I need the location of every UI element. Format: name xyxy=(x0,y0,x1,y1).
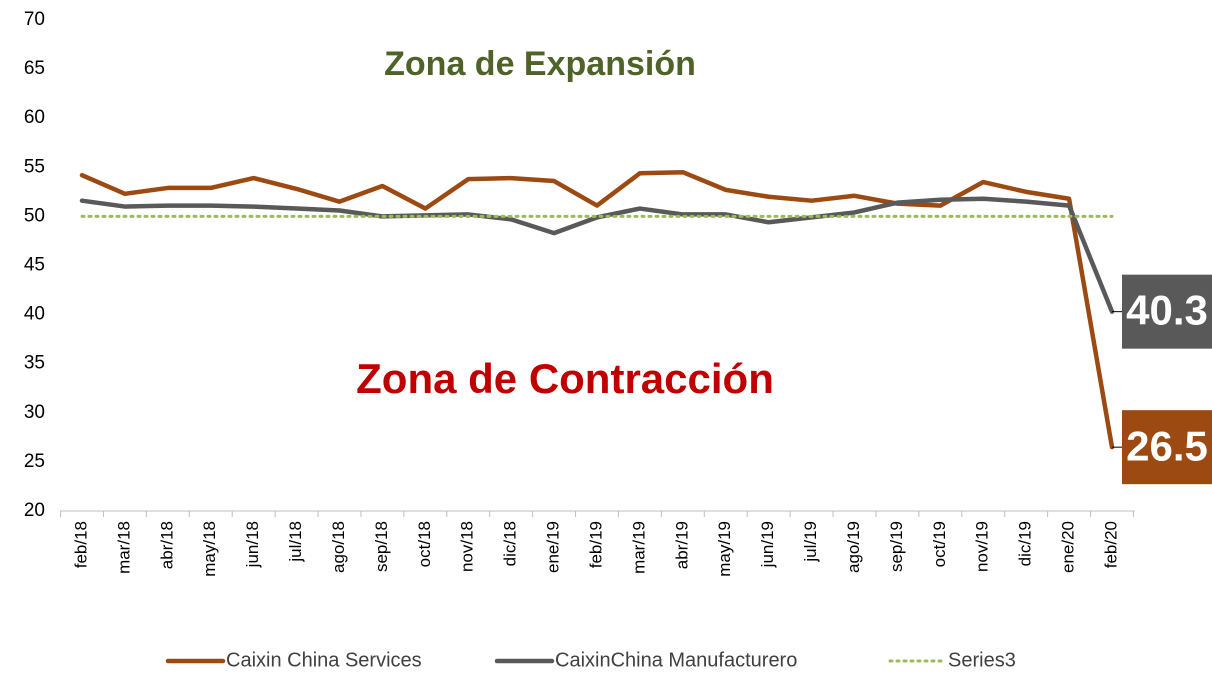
y-tick-label: 60 xyxy=(24,107,45,128)
x-tick-label: nov/19 xyxy=(973,521,992,572)
y-tick-label: 55 xyxy=(24,156,45,177)
legend-label: Series3 xyxy=(948,649,1016,671)
value-label: 26.5 xyxy=(1126,422,1208,469)
x-tick-label: sep/18 xyxy=(372,521,391,572)
y-tick-label: 30 xyxy=(24,402,45,423)
legend-label: Caixin China Services xyxy=(226,649,422,671)
y-tick-label: 70 xyxy=(24,9,45,30)
annotation: Zona de Expansión xyxy=(384,45,696,83)
x-tick-label: abr/19 xyxy=(672,521,691,569)
x-tick-label: feb/19 xyxy=(586,521,605,568)
x-tick-label: feb/18 xyxy=(71,521,90,568)
x-tick-label: nov/18 xyxy=(458,521,477,572)
x-tick-label: mar/19 xyxy=(629,521,648,574)
series-line xyxy=(79,196,1115,314)
x-tick-label: dic/18 xyxy=(501,521,520,566)
x-tick-label: mar/18 xyxy=(114,521,133,574)
x-tick-label: ago/18 xyxy=(329,521,348,573)
x-tick-label: jul/19 xyxy=(801,521,820,563)
x-tick-label: jul/18 xyxy=(286,521,305,563)
value-label-box xyxy=(1122,410,1212,485)
x-tick-label: may/18 xyxy=(200,521,219,577)
series-line xyxy=(79,169,1115,450)
y-tick-label: 65 xyxy=(24,58,45,79)
annotation: Zona de Contracción xyxy=(356,355,774,402)
x-tick-label: may/19 xyxy=(715,521,734,577)
x-tick-label: oct/18 xyxy=(415,521,434,567)
x-tick-label: dic/19 xyxy=(1016,521,1035,566)
x-tick-label: ene/19 xyxy=(544,521,563,573)
x-tick-label: ene/20 xyxy=(1059,521,1078,573)
y-tick-label: 50 xyxy=(24,205,45,226)
y-tick-label: 40 xyxy=(24,304,45,325)
value-label: 40.3 xyxy=(1126,287,1208,334)
y-tick-label: 25 xyxy=(24,451,45,472)
x-tick-label: jun/19 xyxy=(758,521,777,568)
value-label-box xyxy=(1122,274,1212,349)
x-tick-label: sep/19 xyxy=(887,521,906,572)
x-tick-label: feb/20 xyxy=(1101,521,1120,568)
y-tick-label: 35 xyxy=(24,353,45,374)
x-tick-label: abr/18 xyxy=(157,521,176,569)
x-tick-label: ago/19 xyxy=(844,521,863,573)
x-tick-label: oct/19 xyxy=(930,521,949,567)
x-tick-label: jun/18 xyxy=(243,521,262,568)
legend-label: CaixinChina Manufacturero xyxy=(555,649,797,671)
y-tick-label: 20 xyxy=(24,500,45,521)
y-tick-label: 45 xyxy=(24,255,45,276)
